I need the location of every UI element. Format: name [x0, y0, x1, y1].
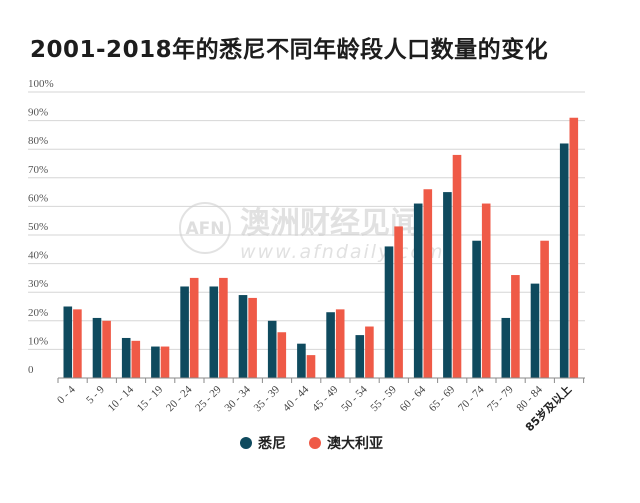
x-tick-label: 10 - 14 [106, 383, 137, 414]
x-tick-label: 30 - 34 [222, 383, 253, 414]
bar-sydney [501, 317, 511, 378]
chart-title: 2001-2018年的悉尼不同年龄段人口数量的变化 [30, 37, 549, 63]
x-tick-label: 55 - 59 [368, 383, 399, 414]
y-tick-label: 30% [28, 278, 48, 290]
y-tick-label: 0 [28, 364, 34, 376]
x-tick-label: 25 - 29 [193, 383, 224, 414]
x-tick-label: 0 - 4 [55, 383, 78, 406]
bar-australia [131, 340, 141, 378]
x-tick-label: 45 - 49 [310, 383, 341, 414]
bar-sydney [559, 143, 569, 378]
x-tick-label: 60 - 64 [398, 383, 429, 414]
bar-australia [189, 277, 199, 378]
bar-sydney [180, 286, 189, 378]
bar-sydney [267, 320, 277, 378]
legend-label-australia: 澳大利亚 [327, 435, 383, 452]
bar-sydney [63, 306, 73, 378]
bar-australia [540, 240, 549, 378]
bar-sydney [121, 337, 131, 378]
y-tick-label: 40% [28, 250, 48, 262]
y-tick-label: 10% [28, 335, 48, 347]
bar-sydney [92, 317, 102, 378]
bars [63, 117, 579, 379]
legend: 悉尼 澳大利亚 [240, 435, 383, 452]
bar-australia [511, 275, 520, 378]
bar-sydney [209, 286, 219, 378]
bar-sydney [443, 192, 452, 378]
y-tick-label: 50% [28, 221, 48, 233]
x-tick-label: 50 - 54 [339, 383, 370, 414]
bar-australia [160, 346, 170, 378]
watermark: AFN 澳洲财经见闻 www.afndaily.com [179, 202, 444, 263]
gridlines: 0 10% 20% 30% 40% 50% 60% 70% 80% 90% 100% [28, 78, 585, 376]
legend-label-sydney: 悉尼 [257, 435, 286, 452]
x-tick-label: 75 - 79 [485, 383, 516, 414]
bar-sydney [238, 295, 248, 378]
x-tick-label: 65 - 69 [427, 383, 458, 414]
watermark-text: 澳洲财经见闻 [240, 206, 420, 241]
legend-item-australia: 澳大利亚 [309, 435, 383, 452]
y-tick-label: 70% [28, 164, 48, 176]
bar-australia [219, 277, 228, 378]
bar-australia [569, 117, 579, 379]
x-tick-label: 15 - 19 [135, 383, 166, 414]
bar-australia [102, 320, 111, 378]
bar-australia [394, 226, 403, 378]
x-tick-label: 5 - 9 [84, 383, 107, 406]
bar-australia [248, 297, 257, 378]
bar-sydney [530, 283, 540, 378]
bar-australia [423, 189, 433, 378]
watermark-url: www.afndaily.com [240, 241, 444, 263]
y-tick-label: 80% [28, 135, 48, 147]
y-tick-label: 90% [28, 107, 48, 119]
bar-australia [73, 309, 82, 378]
bar-australia [277, 332, 287, 378]
x-tick-label: 70 - 74 [456, 383, 487, 414]
bar-sydney [151, 346, 160, 378]
bar-sydney [355, 335, 365, 378]
legend-swatch-australia [309, 437, 321, 449]
watermark-logo-circle [179, 202, 231, 254]
bar-australia [452, 154, 462, 378]
bar-australia [481, 203, 491, 378]
x-tick-label: 20 - 24 [164, 383, 195, 414]
bar-sydney [472, 240, 481, 378]
bar-sydney [413, 203, 423, 378]
x-tick-label: 40 - 44 [281, 383, 312, 414]
legend-swatch-sydney [240, 437, 252, 449]
bar-sydney [384, 246, 394, 378]
legend-item-sydney: 悉尼 [240, 435, 286, 452]
bar-sydney [297, 343, 306, 378]
y-tick-label: 20% [28, 307, 48, 319]
bar-australia [365, 326, 374, 378]
bar-australia [335, 309, 345, 378]
watermark-logo-text: AFN [186, 219, 225, 239]
bar-sydney [326, 312, 335, 378]
y-tick-label: 60% [28, 192, 48, 204]
bar-australia [306, 355, 316, 378]
y-tick-label: 100% [28, 78, 54, 90]
x-tick-label: 35 - 39 [252, 383, 283, 414]
